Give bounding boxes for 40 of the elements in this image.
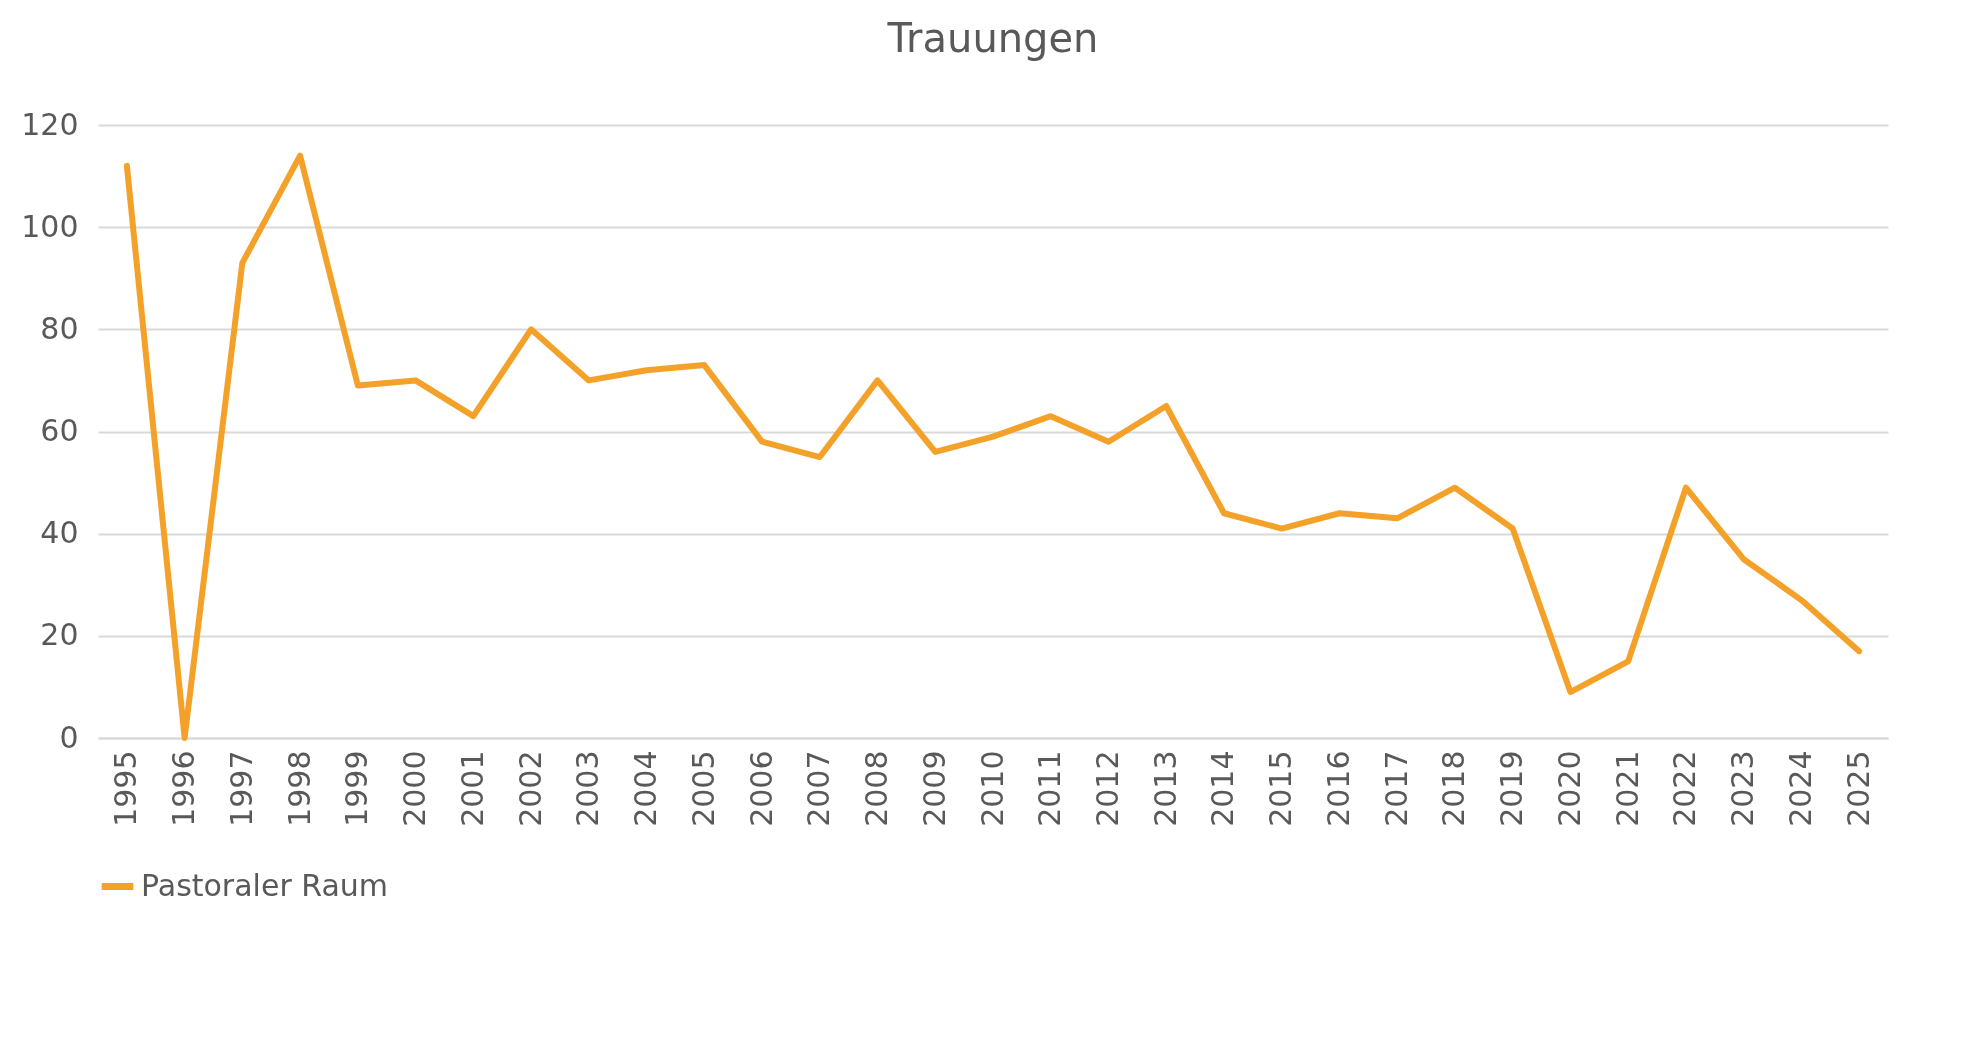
x-tick-label: 1999 [339, 750, 375, 827]
x-tick-label: 1997 [223, 750, 259, 827]
x-tick-label: 2014 [1205, 750, 1241, 827]
x-tick-label: 2022 [1667, 750, 1703, 827]
x-tick-label: 2003 [570, 750, 606, 827]
x-tick-label: 2015 [1263, 750, 1299, 827]
x-tick-label: 2017 [1378, 750, 1414, 827]
x-tick-label: 2016 [1320, 750, 1356, 827]
y-tick-label: 60 [40, 413, 79, 448]
y-tick-label: 40 [40, 515, 79, 551]
legend-label: Pastoraler Raum [141, 867, 389, 903]
x-tick-label: 2009 [916, 750, 952, 827]
y-tick-label: 100 [21, 208, 79, 244]
x-tick-label: 2007 [801, 750, 837, 827]
y-tick-label: 20 [40, 617, 79, 653]
y-tick-label: 120 [21, 106, 79, 142]
x-tick-label: 2023 [1725, 750, 1761, 827]
x-tick-label: 1995 [108, 750, 144, 827]
x-tick-label: 2008 [859, 750, 895, 827]
x-tick-label: 2020 [1551, 750, 1587, 827]
x-tick-label: 2012 [1089, 750, 1125, 827]
x-tick-label: 2001 [454, 750, 490, 827]
x-tick-label: 1998 [281, 750, 317, 827]
x-tick-label: 2019 [1494, 750, 1530, 827]
x-tick-label: 2010 [974, 750, 1010, 827]
x-tick-label: 2004 [628, 750, 664, 827]
x-tick-label: 2005 [685, 750, 721, 827]
x-tick-label: 1996 [166, 750, 202, 827]
x-tick-label: 2002 [512, 750, 548, 827]
y-tick-label: 0 [59, 719, 79, 755]
x-tick-label: 2006 [743, 750, 779, 827]
y-tick-label: 80 [40, 310, 79, 346]
x-tick-label: 2018 [1436, 750, 1472, 827]
chart-title: Trauungen [886, 15, 1099, 61]
x-tick-label: 2024 [1782, 750, 1818, 827]
x-tick-label: 2021 [1609, 750, 1645, 827]
x-tick-label: 2013 [1147, 750, 1183, 827]
x-tick-label: 2025 [1840, 750, 1876, 827]
x-tick-label: 2000 [397, 750, 433, 827]
x-tick-label: 2011 [1032, 750, 1068, 827]
